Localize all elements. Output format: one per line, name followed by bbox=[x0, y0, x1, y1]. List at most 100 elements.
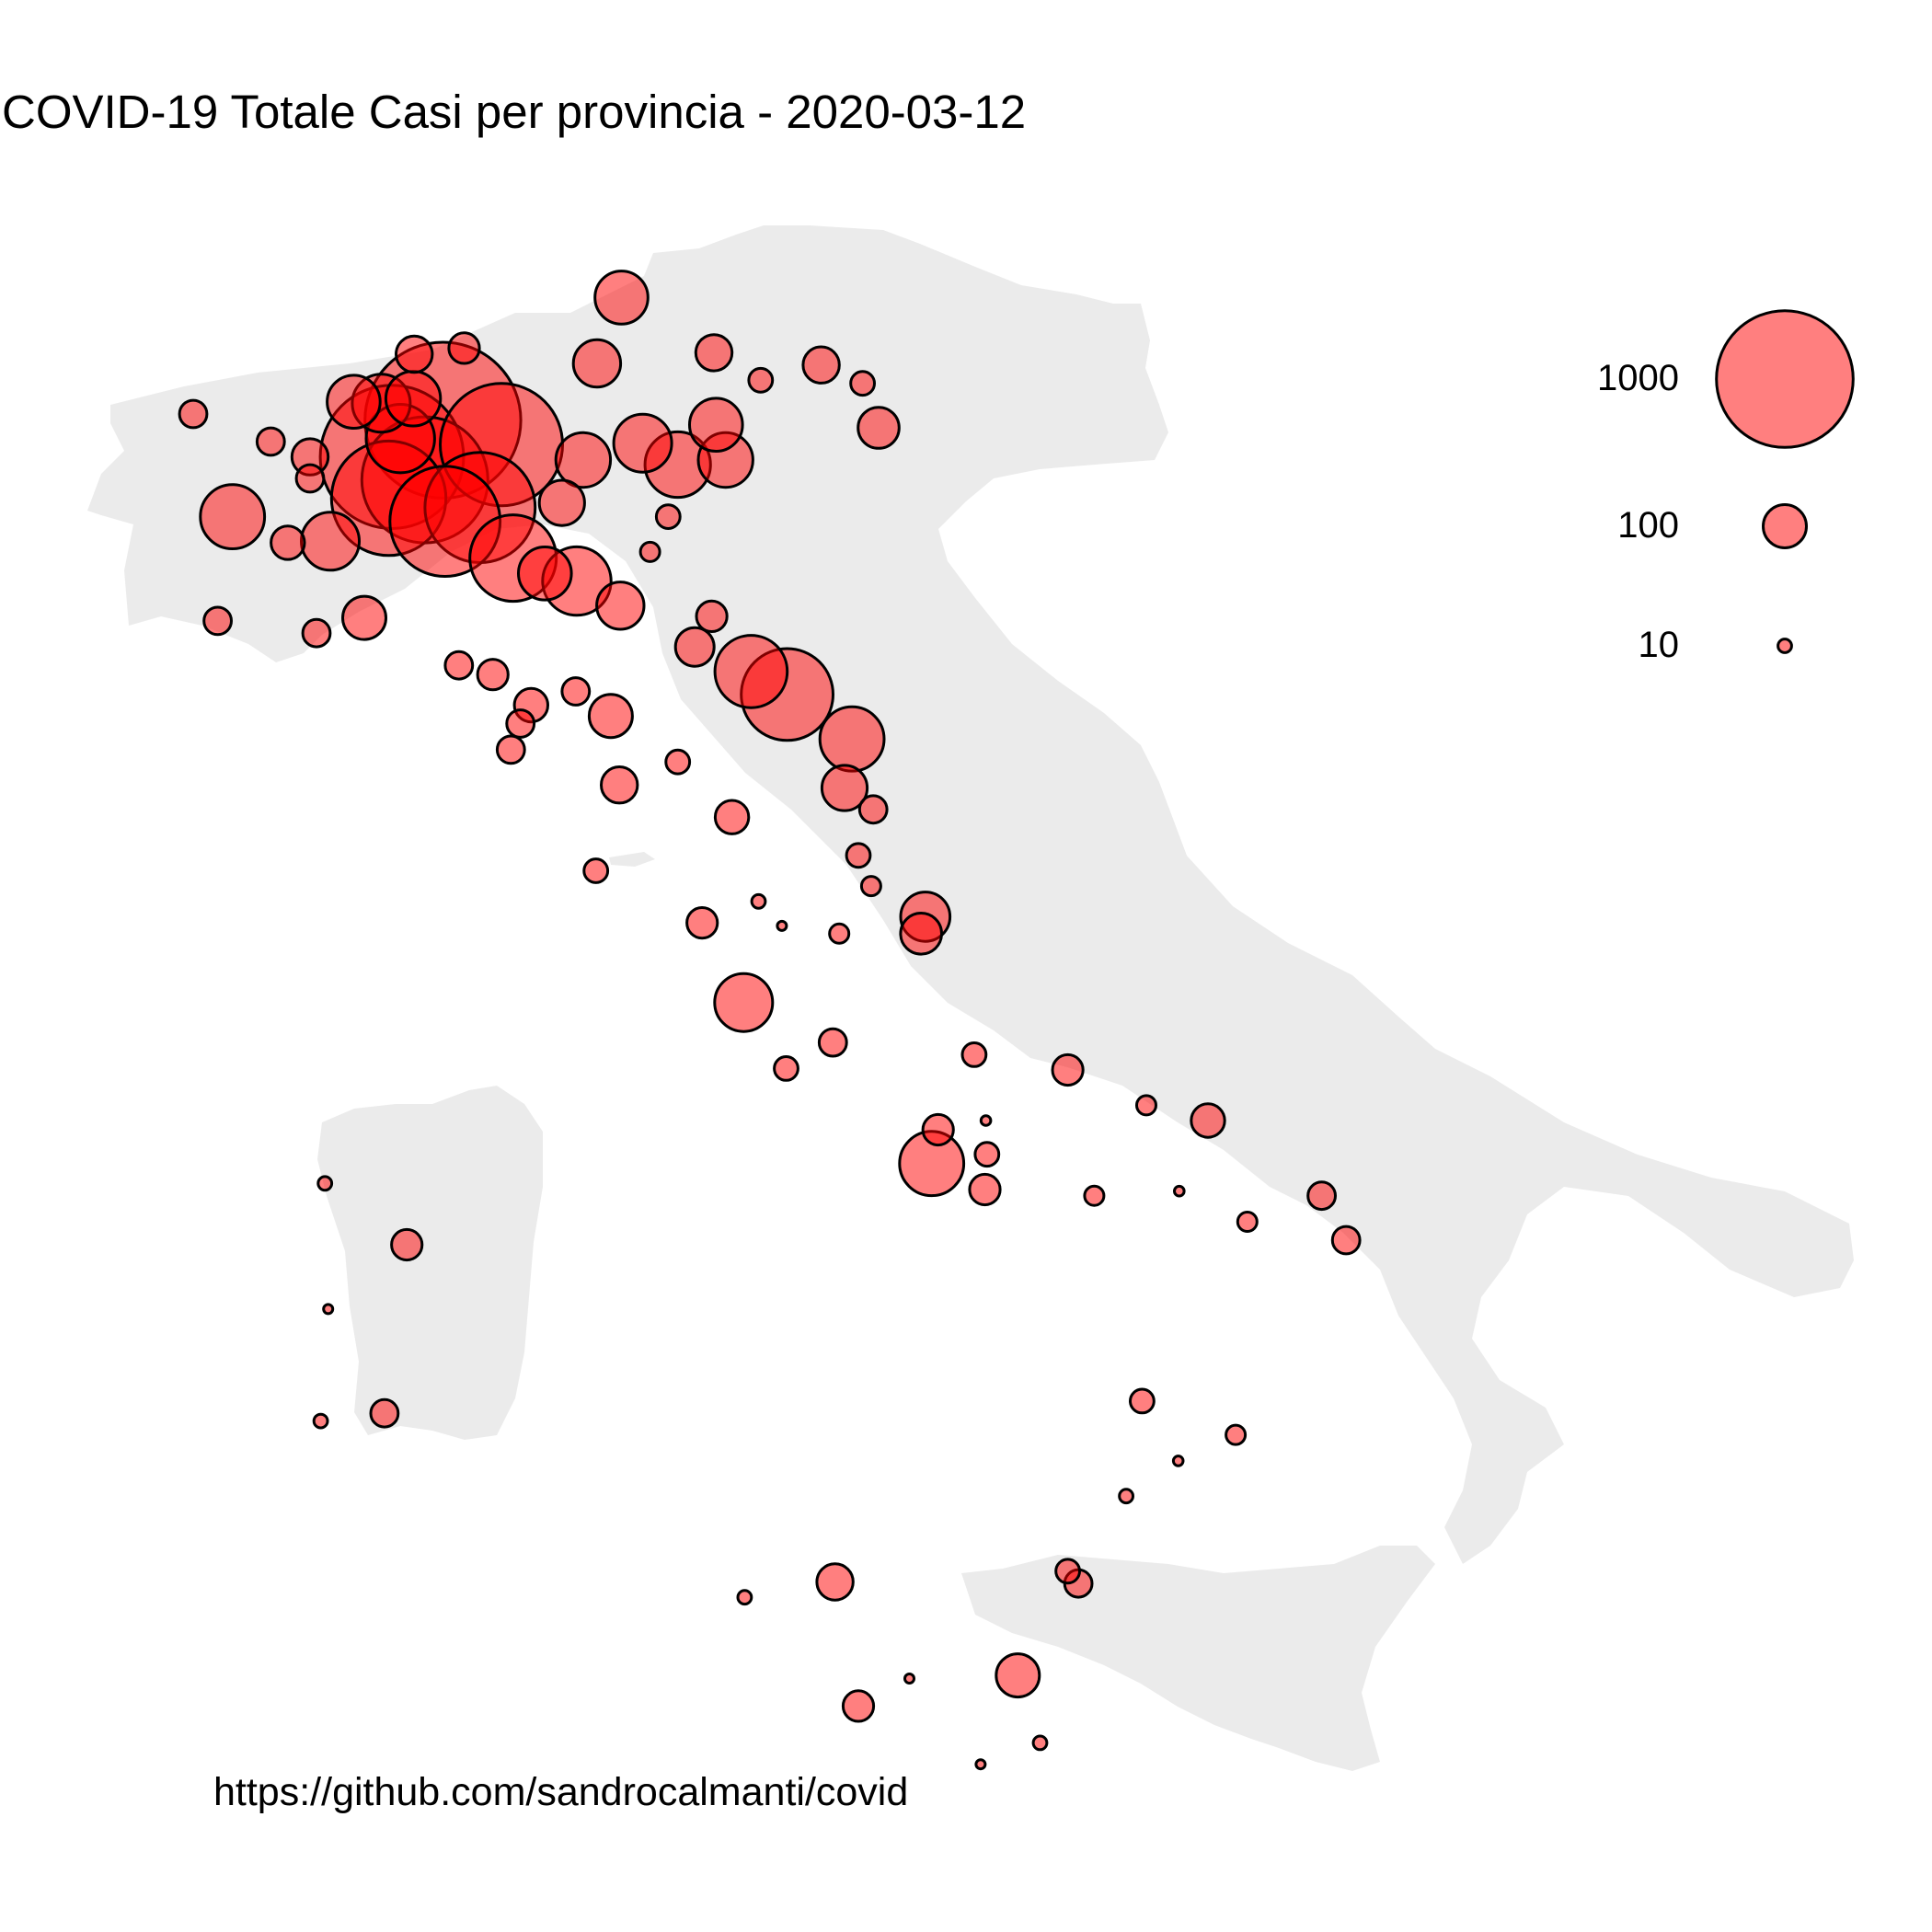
province-bubble bbox=[600, 765, 639, 805]
province-bubble bbox=[294, 463, 326, 494]
province-bubble bbox=[1330, 1225, 1362, 1256]
province-bubble bbox=[688, 397, 744, 454]
land-sicily bbox=[961, 1546, 1435, 1771]
province-bubble bbox=[1051, 1052, 1085, 1087]
province-bubble bbox=[685, 906, 719, 940]
province-bubble bbox=[857, 794, 889, 825]
bubbles-layer bbox=[178, 270, 1362, 1771]
province-bubble bbox=[1173, 1184, 1186, 1198]
province-bubble bbox=[664, 748, 692, 776]
province-bubble bbox=[582, 857, 610, 884]
map-title: COVID-19 Totale Casi per provincia - 202… bbox=[2, 86, 1027, 138]
legend-bubble-10 bbox=[1777, 638, 1793, 654]
province-bubble bbox=[815, 1562, 855, 1602]
province-bubble bbox=[1054, 1558, 1081, 1585]
province-bubble bbox=[595, 581, 646, 631]
province-bubble bbox=[921, 1112, 955, 1147]
province-bubble bbox=[312, 1412, 329, 1430]
province-bubble bbox=[476, 658, 510, 692]
province-bubble bbox=[820, 764, 869, 812]
province-bubble bbox=[505, 708, 536, 739]
province-bubble bbox=[390, 1227, 424, 1262]
province-bubble bbox=[694, 333, 734, 373]
province-bubble bbox=[1118, 1488, 1134, 1505]
legend-label-10: 10 bbox=[1638, 625, 1680, 665]
province-bubble bbox=[773, 1055, 799, 1082]
province-bubble bbox=[395, 334, 434, 374]
province-bubble bbox=[747, 366, 775, 394]
legend-label-100: 100 bbox=[1617, 505, 1679, 546]
province-bubble bbox=[593, 270, 650, 326]
province-bubble bbox=[995, 1652, 1041, 1699]
province-bubble bbox=[750, 892, 767, 910]
province-bubble bbox=[960, 1041, 988, 1068]
province-bubble bbox=[1306, 1180, 1337, 1212]
province-bubble bbox=[1129, 1387, 1156, 1415]
land-elba bbox=[609, 852, 655, 867]
province-bubble bbox=[903, 1673, 915, 1685]
province-bubble bbox=[300, 511, 361, 572]
province-bubble bbox=[849, 370, 876, 397]
province-bubble bbox=[322, 1303, 335, 1316]
province-bubble bbox=[776, 919, 788, 932]
province-bubble bbox=[713, 972, 775, 1033]
province-bubble bbox=[979, 1114, 993, 1127]
legend-bubble-100 bbox=[1762, 503, 1808, 549]
province-bubble bbox=[695, 599, 729, 634]
province-bubble bbox=[899, 912, 944, 956]
province-bubble bbox=[587, 693, 634, 740]
province-bubble bbox=[517, 546, 573, 602]
province-bubble bbox=[326, 374, 382, 431]
province-bubble bbox=[841, 1689, 876, 1723]
land-peninsula bbox=[87, 225, 1854, 1564]
province-bubble bbox=[202, 605, 234, 637]
province-bubble bbox=[301, 617, 332, 649]
province-bubble bbox=[713, 634, 789, 709]
province-bubble bbox=[638, 540, 661, 563]
legend bbox=[1715, 309, 1855, 654]
province-bubble bbox=[495, 734, 526, 765]
province-bubble bbox=[341, 594, 387, 641]
province-bubble bbox=[968, 1172, 1002, 1207]
province-bubble bbox=[1135, 1094, 1157, 1117]
province-bubble bbox=[1190, 1102, 1226, 1139]
land-layer bbox=[87, 225, 1854, 1771]
land-sardinia bbox=[317, 1086, 543, 1440]
province-bubble bbox=[612, 412, 673, 474]
legend-label-1000: 1000 bbox=[1597, 358, 1679, 398]
province-bubble bbox=[537, 478, 586, 527]
province-bubble bbox=[845, 842, 872, 869]
province-bubble bbox=[384, 370, 443, 428]
province-bubble bbox=[713, 799, 751, 835]
province-bubble bbox=[554, 431, 613, 489]
province-bubble bbox=[316, 1175, 334, 1192]
province-bubble bbox=[178, 398, 209, 430]
province-bubble bbox=[673, 626, 716, 668]
source-link-text: https://github.com/sandrocalmanti/covid bbox=[213, 1770, 909, 1814]
province-bubble bbox=[973, 1141, 1001, 1168]
province-bubble bbox=[1171, 1455, 1185, 1467]
province-bubble bbox=[818, 705, 886, 773]
province-bubble bbox=[443, 650, 475, 681]
province-bubble bbox=[736, 1589, 753, 1606]
province-bubble bbox=[801, 345, 841, 385]
province-bubble bbox=[974, 1758, 987, 1771]
province-bubble bbox=[199, 483, 267, 550]
province-bubble bbox=[1225, 1423, 1248, 1446]
province-bubble bbox=[447, 331, 481, 365]
province-bubble bbox=[654, 503, 682, 530]
province-bubble bbox=[270, 524, 306, 561]
legend-bubble-1000 bbox=[1715, 309, 1855, 449]
province-bubble bbox=[1083, 1184, 1106, 1207]
province-bubble bbox=[560, 676, 592, 707]
province-bubble bbox=[1031, 1734, 1049, 1752]
province-bubble bbox=[369, 1397, 400, 1429]
province-bubble bbox=[817, 1027, 848, 1058]
province-bubble bbox=[859, 875, 882, 898]
province-bubble bbox=[857, 406, 901, 450]
province-bubble bbox=[571, 338, 623, 389]
province-bubble bbox=[1236, 1211, 1259, 1233]
province-bubble bbox=[828, 922, 851, 945]
province-bubble bbox=[255, 426, 286, 457]
